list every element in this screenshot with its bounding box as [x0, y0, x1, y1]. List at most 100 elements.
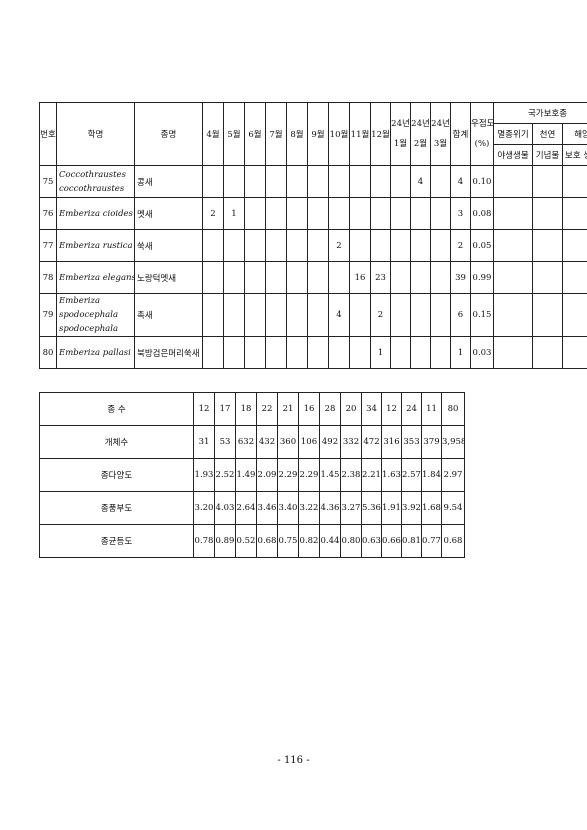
header-line-top: 24년	[411, 119, 430, 129]
count-cell	[223, 229, 245, 262]
stats-value: 106	[298, 425, 320, 459]
stats-label: 종 수	[39, 392, 194, 426]
count-cell	[307, 336, 329, 369]
species-number: 78	[39, 261, 57, 294]
stats-value: 28	[319, 392, 341, 426]
protected-cell	[493, 293, 533, 337]
species-number: 76	[39, 197, 57, 230]
count-cell	[265, 229, 287, 262]
stats-label: 종풍부도	[39, 491, 194, 525]
stats-value: 4.03	[214, 491, 236, 525]
stats-value: 0.89	[214, 524, 236, 558]
stats-value: 18	[235, 392, 257, 426]
count-cell	[390, 229, 411, 262]
header-line-top: 우점도	[471, 119, 494, 129]
count-cell	[223, 261, 245, 294]
count-cell: 1	[223, 197, 245, 230]
stats-value: 0.78	[193, 524, 215, 558]
stats-value: 80	[441, 392, 465, 426]
table-row: 78 Emberiza elegans 노랑턱멧새 16 23 39 0.99	[39, 261, 587, 294]
scientific-name-line: Emberiza spodocephala	[59, 296, 119, 320]
scientific-name-line: Emberiza pallasi	[59, 347, 131, 358]
table-row: 75 Coccothraustes coccothraustes 콩새 4 4 0.10	[39, 165, 587, 198]
stats-value: 316	[381, 425, 402, 459]
header-2024-month: 24년 3월	[430, 102, 451, 166]
stats-value: 2.29	[298, 458, 320, 492]
protected-cell	[561, 165, 587, 198]
header-month: 8월	[286, 102, 308, 166]
header-protected-category-bottom: 보호 생물	[561, 144, 587, 166]
stats-value: 3.92	[401, 491, 422, 525]
count-cell	[410, 261, 431, 294]
count-cell	[328, 197, 350, 230]
count-cell	[430, 197, 451, 230]
stats-value: 0.66	[381, 524, 402, 558]
protected-cell	[493, 229, 533, 262]
header-protected-category-top: 해양	[561, 123, 587, 145]
stats-value: 0.63	[361, 524, 382, 558]
stats-value: 3.22	[298, 491, 320, 525]
stats-value: 16	[298, 392, 320, 426]
scientific-name-line: Emberiza cioides	[59, 208, 133, 219]
total-cell: 3	[450, 197, 471, 230]
stats-value: 0.77	[421, 524, 442, 558]
header-2024-month: 24년 2월	[410, 102, 431, 166]
summary-statistics-table: 종 수 12 17 18 22 21 16 28 20 34 12 24 11 80 개체수 31 53 632 4…	[39, 392, 465, 558]
header-protected-category-top: 천연	[532, 123, 563, 145]
count-cell	[286, 261, 308, 294]
count-cell	[390, 197, 411, 230]
stats-value: 0.80	[340, 524, 362, 558]
stats-value: 3,958	[441, 425, 465, 459]
header-protected-category-top: 멸종위기	[493, 123, 533, 145]
header-month: 6월	[244, 102, 266, 166]
count-cell: 4	[410, 165, 431, 198]
dominance-cell: 0.03	[470, 336, 494, 369]
count-cell	[244, 197, 266, 230]
count-cell	[370, 229, 391, 262]
count-cell	[307, 293, 329, 337]
count-cell	[202, 165, 224, 198]
stats-value: 1.84	[421, 458, 442, 492]
count-cell	[244, 293, 266, 337]
scientific-name-line: coccothraustes	[59, 183, 125, 194]
count-cell	[328, 165, 350, 198]
header-line-top: 24년	[431, 119, 450, 129]
stats-value: 1.93	[193, 458, 215, 492]
count-cell	[286, 336, 308, 369]
stats-value: 5.36	[361, 491, 382, 525]
count-cell: 1	[370, 336, 391, 369]
header-protected-category-bottom: 야생생물	[493, 144, 533, 166]
stats-value: 24	[401, 392, 422, 426]
count-cell	[265, 165, 287, 198]
stats-value: 379	[421, 425, 442, 459]
stats-label: 종균등도	[39, 524, 194, 558]
stats-row: 개체수 31 53 632 432 360 106 492 332 472 316 353 379 3,9…	[39, 425, 465, 459]
protected-cell	[493, 165, 533, 198]
count-cell	[202, 293, 224, 337]
count-cell	[410, 293, 431, 337]
stats-value: 9.54	[441, 491, 465, 525]
protected-cell	[561, 336, 587, 369]
header-month: 10월	[328, 102, 350, 166]
count-cell: 4	[328, 293, 350, 337]
stats-value: 432	[256, 425, 278, 459]
count-cell	[430, 293, 451, 337]
header-no: 번호	[39, 102, 57, 166]
header-dominance: 우점도 (%)	[470, 102, 494, 166]
total-cell: 6	[450, 293, 471, 337]
table-row: 77 Emberiza rustica 쑥새 2 2 0.05	[39, 229, 587, 262]
stats-value: 3.20	[193, 491, 215, 525]
count-cell	[410, 229, 431, 262]
scientific-name-line: spodocephala	[59, 324, 119, 334]
stats-value: 12	[193, 392, 215, 426]
count-cell: 23	[370, 261, 391, 294]
stats-value: 34	[361, 392, 382, 426]
count-cell	[223, 165, 245, 198]
stats-value: 2.52	[214, 458, 236, 492]
scientific-name: Emberiza pallasi	[56, 336, 135, 369]
protected-cell	[493, 197, 533, 230]
count-cell	[307, 261, 329, 294]
count-cell	[202, 261, 224, 294]
protected-cell	[532, 336, 563, 369]
total-cell: 39	[450, 261, 471, 294]
